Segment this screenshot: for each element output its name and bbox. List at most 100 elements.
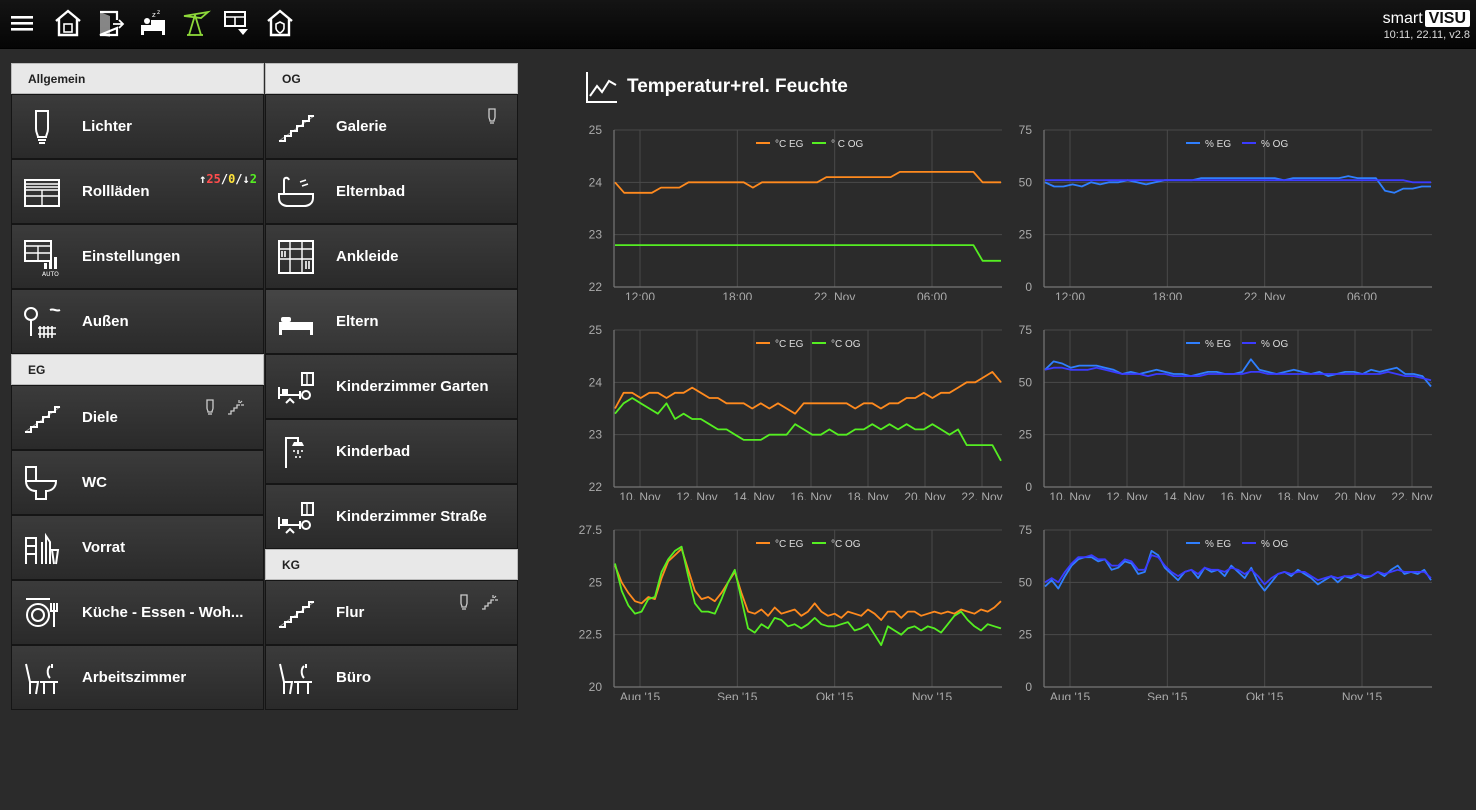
legend-label: % EG xyxy=(1205,539,1231,550)
y-tick-label: 75 xyxy=(1019,323,1033,337)
room-label: Arbeitszimmer xyxy=(82,669,187,686)
shutter-status-badge: ↑25/0/↓2 xyxy=(199,172,257,186)
x-tick-label: Aug '15 xyxy=(620,690,661,700)
chart-hum-week: 0 25 50 75 10. Nov 12. Nov 14. Nov 16. Nov 18. N… xyxy=(1008,320,1438,500)
window-shutter-icon[interactable] xyxy=(222,7,254,39)
x-tick-label: Sep '15 xyxy=(1147,690,1188,700)
y-tick-label: 25 xyxy=(1019,628,1033,642)
bathtub-icon xyxy=(276,172,316,212)
room-tile[interactable]: Arbeitszimmer xyxy=(11,645,264,710)
garden-umbrella-icon[interactable] xyxy=(180,7,212,39)
x-tick-label: 20. Nov xyxy=(1334,490,1375,500)
stairs-light-indicator-icon xyxy=(481,593,499,615)
y-tick-label: 0 xyxy=(1025,480,1032,494)
room-tile[interactable]: Kinderbad xyxy=(265,419,518,484)
room-label: Außen xyxy=(82,313,129,330)
room-label: Rollläden xyxy=(82,183,150,200)
series-line-og xyxy=(615,244,1001,262)
shutter-auto-icon: AUTO xyxy=(22,237,62,278)
panel-title: Temperatur+rel. Feuchte xyxy=(585,70,848,104)
y-tick-label: 22.5 xyxy=(579,628,603,642)
room-label: Lichter xyxy=(82,118,133,135)
storage-icon xyxy=(22,528,62,568)
room-tile[interactable]: Flur xyxy=(265,580,518,645)
bed-icon xyxy=(276,302,316,342)
series-line-eg xyxy=(614,547,1002,621)
y-tick-label: 75 xyxy=(1019,123,1033,137)
x-tick-label: 12. Nov xyxy=(676,490,717,500)
room-tile[interactable]: Diele xyxy=(11,385,264,450)
svg-text:z: z xyxy=(157,9,160,16)
chart-svg: 22 23 24 25 12:00 18:00 22. Nov 06:00 °C EG ° C O… xyxy=(589,123,1002,300)
y-tick-label: 22 xyxy=(589,280,603,294)
room-tile[interactable]: Rollläden ↑25/0/↓2 xyxy=(11,159,264,224)
x-tick-label: Okt '15 xyxy=(1246,690,1284,700)
y-tick-label: 25 xyxy=(1019,428,1033,442)
chart-temp-day: 22 23 24 25 12:00 18:00 22. Nov 06:00 °C EG ° C O… xyxy=(578,120,1008,300)
light-bulb-icon xyxy=(22,107,62,147)
version-time: 10:11, 22.11, v2.8 xyxy=(1383,29,1470,41)
series-line-og xyxy=(1044,366,1432,382)
door-exit-icon[interactable] xyxy=(94,7,126,39)
y-tick-label: 24 xyxy=(589,175,603,189)
room-tile[interactable]: Küche - Essen - Woh... xyxy=(11,580,264,645)
menu-icon[interactable] xyxy=(6,7,38,39)
section-header: OG xyxy=(265,63,518,94)
house-shield-icon[interactable] xyxy=(264,7,296,39)
room-tile[interactable]: Kinderzimmer Garten xyxy=(265,354,518,419)
desk-icon xyxy=(22,658,62,698)
y-tick-label: 25 xyxy=(589,123,603,137)
legend-label: °C OG xyxy=(831,539,861,550)
y-tick-label: 25 xyxy=(589,575,603,589)
room-tile[interactable]: Elternbad xyxy=(265,159,518,224)
y-tick-label: 22 xyxy=(589,480,603,494)
room-tile[interactable]: Eltern xyxy=(265,289,518,354)
house-icon[interactable] xyxy=(52,7,84,39)
x-tick-label: 12:00 xyxy=(1055,290,1085,300)
legend-label: % OG xyxy=(1261,339,1288,350)
room-tile[interactable]: Galerie xyxy=(265,94,518,159)
y-tick-label: 0 xyxy=(1025,680,1032,694)
room-tile[interactable]: Ankleide xyxy=(265,224,518,289)
chart-temp-season: 20 22.5 25 27.5 Aug '15 Sep '15 Okt '15 Nov '15… xyxy=(578,520,1008,700)
series-line-og xyxy=(1045,179,1431,184)
y-tick-label: 75 xyxy=(1019,523,1033,537)
room-tile[interactable]: Lichter xyxy=(11,94,264,159)
legend-label: °C OG xyxy=(831,339,861,350)
x-tick-label: 22. Nov xyxy=(961,490,1002,500)
chart-svg: 20 22.5 25 27.5 Aug '15 Sep '15 Okt '15 Nov '15… xyxy=(579,523,1002,700)
toilet-icon xyxy=(22,463,62,503)
x-tick-label: 12:00 xyxy=(625,290,655,300)
shutter-down-arrow: ↓ xyxy=(242,172,250,186)
status-separator: / xyxy=(235,172,243,186)
room-tile[interactable]: Büro xyxy=(265,645,518,710)
bulb-indicator-icon xyxy=(485,107,499,129)
room-tile[interactable]: WC xyxy=(11,450,264,515)
brand-word-smart: smart xyxy=(1382,10,1423,27)
chart-svg: 0 25 50 75 12:00 18:00 22. Nov 06:00 % EG % OG xyxy=(1019,123,1432,300)
brand-word-visu: VISU xyxy=(1424,10,1470,27)
series-line-eg xyxy=(614,371,1002,415)
svg-text:z: z xyxy=(152,11,156,19)
room-tile[interactable]: Vorrat xyxy=(11,515,264,580)
y-tick-label: 25 xyxy=(589,323,603,337)
room-label: Kinderbad xyxy=(336,443,411,460)
x-tick-label: 16. Nov xyxy=(1220,490,1261,500)
x-tick-label: Nov '15 xyxy=(912,690,953,700)
room-label: Küche - Essen - Woh... xyxy=(82,604,244,621)
room-tile[interactable]: AUTO Einstellungen xyxy=(11,224,264,289)
room-label: Flur xyxy=(336,604,365,621)
x-tick-label: Nov '15 xyxy=(1342,690,1383,700)
legend-label: % EG xyxy=(1205,139,1231,150)
garden-icon xyxy=(22,302,62,342)
bulb-indicator-icon xyxy=(457,593,471,615)
room-label: Vorrat xyxy=(82,539,126,556)
section-header: KG xyxy=(265,549,518,580)
kitchen-icon xyxy=(22,593,62,633)
section-header: EG xyxy=(11,354,264,385)
room-label: Kinderzimmer Straße xyxy=(336,508,487,525)
room-tile[interactable]: Kinderzimmer Straße xyxy=(265,484,518,549)
legend-label: °C EG xyxy=(775,339,804,350)
room-tile[interactable]: Außen xyxy=(11,289,264,354)
